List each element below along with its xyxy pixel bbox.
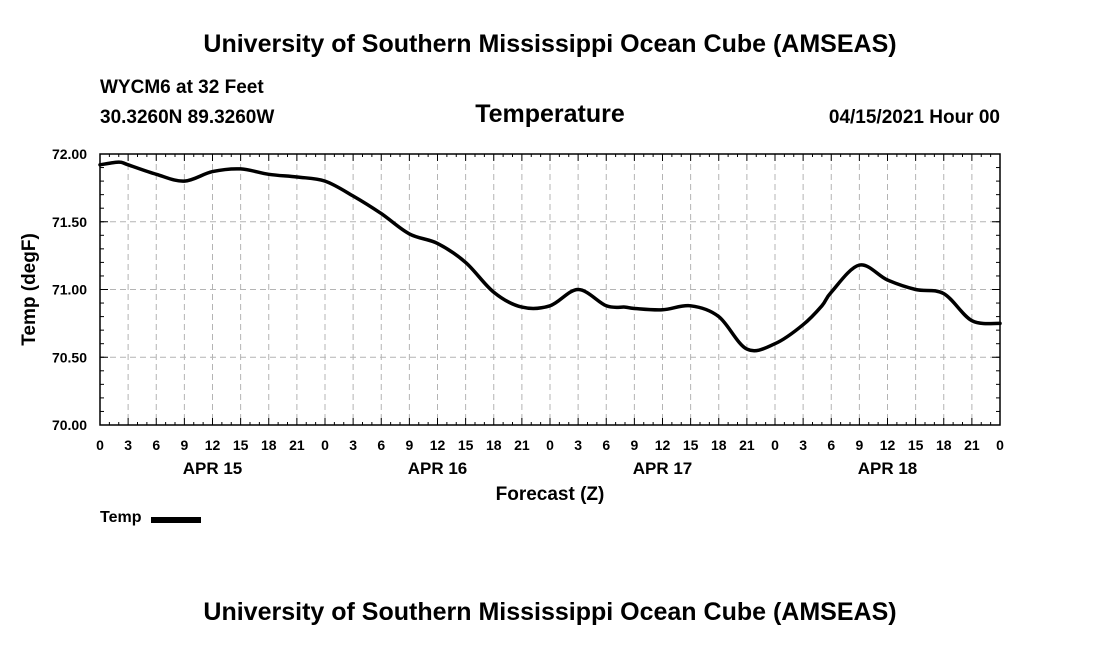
x-tick-label: 6 <box>377 437 385 453</box>
x-tick-label: 6 <box>827 437 835 453</box>
x-tick-label: 15 <box>458 437 474 453</box>
chart-title: Temperature <box>475 100 625 128</box>
x-tick-label: 9 <box>180 437 188 453</box>
footer-title: University of Southern Mississippi Ocean… <box>203 598 897 626</box>
x-tick-label: 12 <box>655 437 671 453</box>
x-tick-label: 9 <box>405 437 413 453</box>
grid-lines <box>100 154 1000 425</box>
y-tick-label: 72.00 <box>52 146 87 162</box>
y-tick-label: 71.50 <box>52 214 87 230</box>
day-label: APR 15 <box>183 459 243 478</box>
x-tick-label: 3 <box>799 437 807 453</box>
x-tick-label: 15 <box>908 437 924 453</box>
x-tick-label: 0 <box>996 437 1004 453</box>
x-tick-label: 18 <box>486 437 502 453</box>
day-label: APR 16 <box>408 459 468 478</box>
legend: Temp <box>100 509 202 527</box>
x-tick-label: 3 <box>124 437 132 453</box>
temp-series-line <box>98 160 1002 353</box>
x-tick-label: 15 <box>233 437 249 453</box>
legend-label: Temp <box>100 509 142 526</box>
x-tick-label: 12 <box>205 437 221 453</box>
day-label: APR 17 <box>633 459 693 478</box>
x-axis-label: Forecast (Z) <box>496 484 605 505</box>
x-tick-label: 18 <box>711 437 727 453</box>
y-tick-label: 70.50 <box>52 349 87 365</box>
forecast-date: 04/15/2021 Hour 00 <box>828 107 1000 128</box>
x-tick-label: 3 <box>574 437 582 453</box>
page-title: University of Southern Mississippi Ocean… <box>203 30 897 58</box>
x-tick-label: 3 <box>349 437 357 453</box>
y-axis-label: Temp (degF) <box>19 233 40 346</box>
station-name: WYCM6 at 32 Feet <box>100 77 264 98</box>
x-tick-label: 0 <box>321 437 329 453</box>
x-tick-label: 0 <box>96 437 104 453</box>
x-tick-label: 15 <box>683 437 699 453</box>
x-tick-label: 21 <box>739 437 755 453</box>
axis-ticks <box>99 153 1001 426</box>
x-tick-label: 21 <box>289 437 305 453</box>
axis-tick-labels: 0 3 6 9 12 15 18 21 0 3 6 9 12 15 18 21 0 3 6 9 12 15 18 21 0 3 6 9… <box>52 146 1004 478</box>
day-label: APR 18 <box>858 459 918 478</box>
y-tick-label: 70.00 <box>52 417 87 433</box>
station-coordinates: 30.3260N 89.3260W <box>100 107 275 128</box>
x-tick-label: 0 <box>771 437 779 453</box>
x-tick-label: 21 <box>514 437 530 453</box>
x-tick-label: 18 <box>261 437 277 453</box>
x-tick-label: 6 <box>152 437 160 453</box>
legend-line-swatch <box>151 516 202 523</box>
x-tick-label: 12 <box>430 437 446 453</box>
x-tick-label: 18 <box>936 437 952 453</box>
x-tick-label: 12 <box>880 437 896 453</box>
x-tick-label: 0 <box>546 437 554 453</box>
x-tick-label: 9 <box>855 437 863 453</box>
x-tick-label: 21 <box>964 437 980 453</box>
x-tick-label: 6 <box>602 437 610 453</box>
y-tick-label: 71.00 <box>52 282 87 298</box>
x-tick-label: 9 <box>630 437 638 453</box>
